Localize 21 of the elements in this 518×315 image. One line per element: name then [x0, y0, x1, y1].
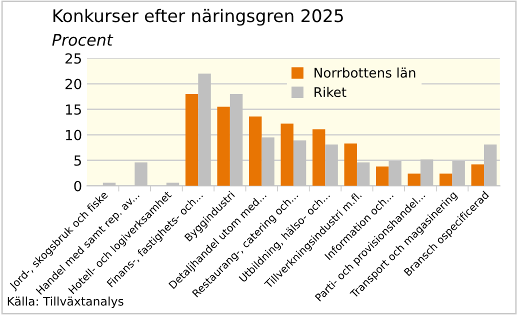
bar [376, 166, 389, 186]
bar [280, 124, 294, 186]
y-tick-label: 5 [74, 155, 81, 166]
bar [248, 116, 262, 186]
y-tick-label: 15 [66, 104, 81, 115]
bar [408, 174, 420, 186]
bar [440, 174, 452, 186]
chart-subtitle: Procent [52, 34, 114, 46]
chart-title: Konkurser efter näringsgren 2025 [54, 8, 343, 26]
y-tick-label: 0 [74, 180, 82, 192]
bar [344, 143, 357, 186]
bar [185, 94, 198, 186]
bar [312, 129, 326, 186]
bar [217, 106, 230, 186]
legend-label: Norrbottens län [314, 68, 416, 78]
y-tick-label: 20 [66, 78, 82, 90]
bar [471, 164, 484, 186]
y-tick-label: 10 [66, 130, 82, 140]
legend-label: Riket [314, 86, 346, 98]
y-tick-label: 25 [66, 53, 81, 64]
text: Källa: Tillväxtanalys [8, 296, 124, 308]
